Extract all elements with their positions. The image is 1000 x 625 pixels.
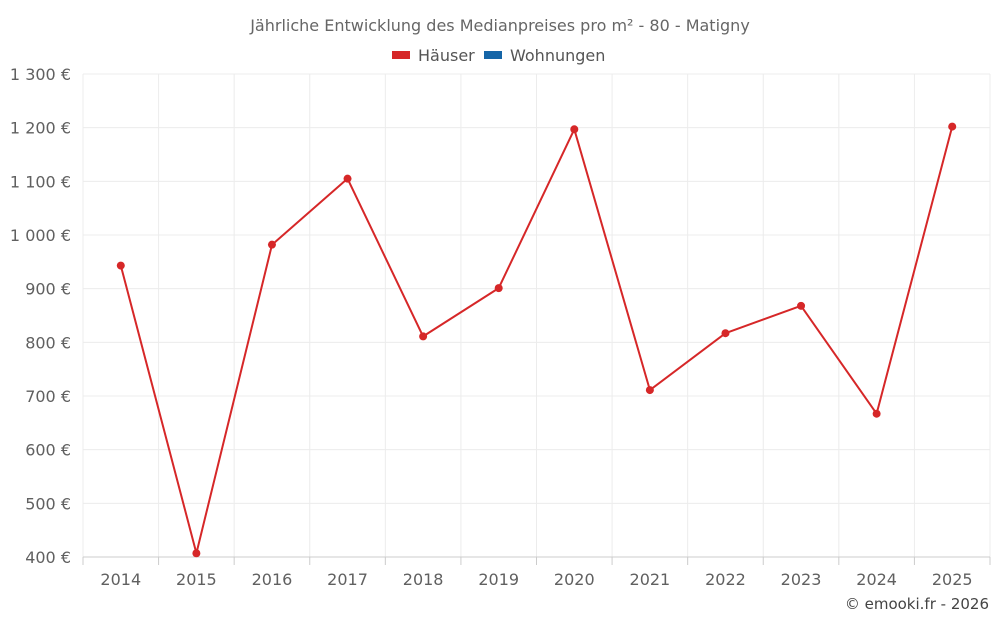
y-tick-label: 1 200 € bbox=[10, 119, 71, 138]
x-tick-label: 2019 bbox=[478, 570, 519, 589]
x-axis: 2014 2015 2016 2017 2018 2019 2020 2021 2022 2023… bbox=[82, 556, 991, 589]
data-point[interactable] bbox=[267, 240, 276, 249]
data-point[interactable] bbox=[116, 261, 125, 270]
series-layer bbox=[116, 122, 957, 558]
credit-text: © emooki.fr - 2026 bbox=[845, 595, 989, 613]
x-tick-label: 2020 bbox=[554, 570, 595, 589]
data-point[interactable] bbox=[872, 409, 881, 418]
y-tick-label: 1 300 € bbox=[10, 65, 71, 84]
data-point[interactable] bbox=[570, 125, 579, 134]
y-tick-label: 700 € bbox=[25, 387, 71, 406]
series-line-0 bbox=[119, 126, 954, 555]
legend-swatch bbox=[484, 51, 502, 59]
x-tick-label: 2021 bbox=[630, 570, 671, 589]
x-tick-label: 2023 bbox=[781, 570, 822, 589]
x-tick-label: 2024 bbox=[856, 570, 897, 589]
y-tick-label: 1 000 € bbox=[10, 226, 71, 245]
x-tick-label: 2014 bbox=[100, 570, 141, 589]
legend-label[interactable]: Häuser bbox=[418, 46, 475, 65]
y-tick-label: 400 € bbox=[25, 548, 71, 567]
y-axis: 400 € 500 € 600 € 700 € 800 € 900 € 1 000 € 1 1… bbox=[10, 65, 71, 567]
data-point[interactable] bbox=[419, 332, 428, 341]
x-tick-label: 2022 bbox=[705, 570, 746, 589]
y-tick-label: 800 € bbox=[25, 333, 71, 352]
y-tick-label: 1 100 € bbox=[10, 172, 71, 191]
data-point[interactable] bbox=[494, 284, 503, 293]
y-tick-label: 900 € bbox=[25, 280, 71, 299]
legend-label[interactable]: Wohnungen bbox=[510, 46, 605, 65]
chart-title: Jährliche Entwicklung des Medianpreises … bbox=[249, 16, 750, 35]
data-point[interactable] bbox=[948, 122, 957, 131]
x-tick-label: 2025 bbox=[932, 570, 973, 589]
x-tick-label: 2015 bbox=[176, 570, 217, 589]
data-point[interactable] bbox=[645, 386, 654, 395]
legend-swatch bbox=[392, 51, 410, 59]
data-point[interactable] bbox=[797, 301, 806, 310]
legend: Häuser Wohnungen bbox=[392, 46, 605, 65]
grid bbox=[82, 73, 991, 557]
x-tick-label: 2017 bbox=[327, 570, 368, 589]
x-tick-label: 2016 bbox=[252, 570, 293, 589]
y-tick-label: 600 € bbox=[25, 441, 71, 460]
data-point[interactable] bbox=[192, 549, 201, 558]
data-point[interactable] bbox=[343, 174, 352, 183]
y-tick-label: 500 € bbox=[25, 494, 71, 513]
data-point[interactable] bbox=[721, 329, 730, 338]
x-tick-label: 2018 bbox=[403, 570, 444, 589]
